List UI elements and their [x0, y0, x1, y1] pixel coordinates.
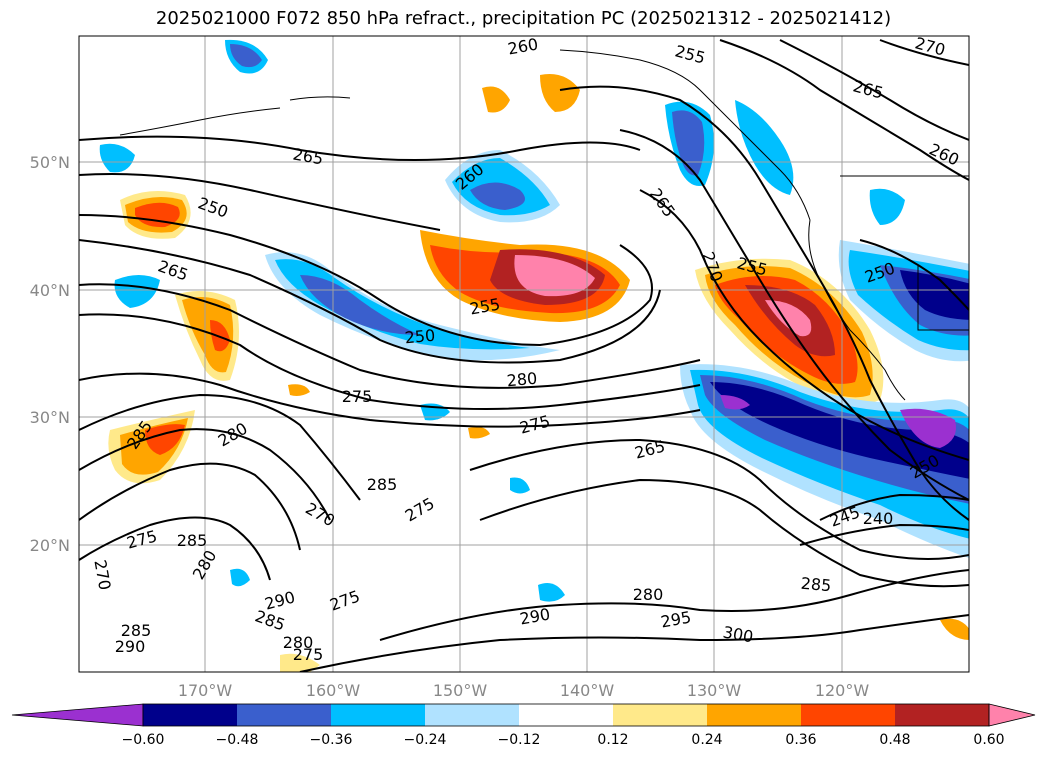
refractivity-contours [79, 39, 969, 672]
colorbar-tick-label: 0.36 [785, 732, 816, 748]
lon-label: 160°W [306, 681, 361, 700]
colorbar-segment [237, 704, 332, 726]
contour-label: 275 [293, 645, 324, 664]
contour-label: 285 [177, 531, 208, 550]
contour-label: 285 [800, 574, 832, 596]
colorbar-tick-label: 0.12 [597, 732, 628, 748]
colorbar-tick-label: −0.12 [498, 732, 541, 748]
lat-label: 40°N [30, 281, 70, 300]
colorbar-segment [801, 704, 896, 726]
lon-label: 130°W [687, 681, 742, 700]
map-frame [78, 35, 970, 673]
colorbar: −0.60 −0.48 −0.36 −0.24 −0.12 0.12 0.24 0.36 0.4… [11, 703, 1036, 748]
lon-label: 140°W [560, 681, 615, 700]
colorbar-tick-label: 0.48 [879, 732, 910, 748]
contour-label: 260 [506, 34, 539, 58]
contour-label: 280 [633, 585, 664, 604]
colorbar-tick-label: −0.60 [122, 732, 165, 748]
colorbar-segment [425, 704, 520, 726]
colorbar-tick-label: 0.60 [973, 732, 1004, 748]
contour-label: 285 [367, 475, 398, 494]
lon-label: 120°W [815, 681, 870, 700]
colorbar-segment [331, 704, 426, 726]
colorbar-tick-label: −0.36 [310, 732, 353, 748]
graticule [79, 36, 969, 672]
contour-label: 250 [404, 326, 436, 348]
lat-label: 50°N [30, 153, 70, 172]
contour-label: 275 [342, 387, 373, 406]
lat-label: 30°N [30, 408, 70, 427]
colorbar-extend-high [988, 703, 1036, 727]
contour-label: 280 [506, 369, 538, 391]
colorbar-segment [143, 704, 238, 726]
colorbar-segment [519, 704, 614, 726]
colorbar-tick-label: −0.48 [216, 732, 259, 748]
contour-label: 280 [283, 633, 314, 652]
lon-label: 170°W [178, 681, 233, 700]
contour-label: 290 [115, 637, 146, 656]
colorbar-segment [613, 704, 708, 726]
colorbar-tick-label: 0.24 [691, 732, 722, 748]
colorbar-segment [895, 704, 990, 726]
contour-label: 240 [863, 509, 894, 528]
coastlines [119, 49, 969, 401]
contour-label: 270 [913, 33, 947, 59]
colorbar-tick-label: −0.24 [404, 732, 447, 748]
contour-label: 285 [121, 621, 152, 640]
latitude-labels: 50°N 40°N 30°N 20°N [30, 153, 70, 555]
map-title: 2025021000 F072 850 hPa refract., precip… [155, 8, 892, 29]
colorbar-extend-low [11, 703, 144, 727]
longitude-labels: 170°W 160°W 150°W 140°W 130°W 120°W [178, 681, 870, 700]
lat-label: 20°N [30, 536, 70, 555]
lon-label: 150°W [433, 681, 488, 700]
colorbar-segment [707, 704, 802, 726]
